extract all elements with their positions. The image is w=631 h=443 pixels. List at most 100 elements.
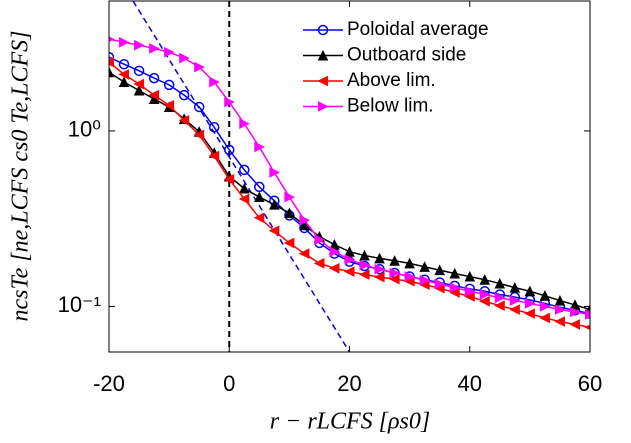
marker	[434, 278, 446, 290]
marker	[343, 266, 355, 277]
fit-line	[132, 1, 351, 352]
marker	[479, 289, 491, 300]
marker	[178, 114, 190, 126]
marker	[328, 262, 340, 274]
marker	[449, 282, 461, 293]
marker	[109, 56, 114, 68]
marker	[554, 294, 566, 306]
x-axis-label: r − rLCFS [ρs0]	[270, 409, 430, 435]
legend-marker	[317, 24, 329, 36]
marker	[134, 39, 145, 51]
marker	[109, 66, 115, 78]
legend-marker	[318, 101, 329, 112]
marker	[524, 308, 535, 319]
marker	[494, 300, 505, 311]
marker	[208, 121, 220, 133]
legend-marker	[317, 75, 328, 87]
y-tick-label: 10⁰	[68, 117, 101, 142]
marker	[299, 214, 311, 226]
marker	[313, 258, 325, 269]
marker	[209, 76, 220, 88]
marker	[344, 246, 355, 257]
marker	[359, 249, 370, 261]
x-tick-label: 40	[458, 371, 482, 396]
marker	[133, 78, 145, 90]
marker	[238, 182, 250, 194]
marker	[283, 237, 295, 249]
marker	[163, 79, 175, 91]
marker	[239, 164, 250, 176]
x-tick-label: 20	[337, 371, 361, 396]
marker	[148, 72, 160, 84]
x-tick-label: 0	[223, 371, 235, 396]
marker	[284, 207, 295, 219]
marker	[524, 298, 536, 309]
marker	[479, 274, 491, 285]
marker	[569, 319, 580, 330]
marker	[509, 304, 520, 315]
marker	[494, 292, 506, 304]
marker	[284, 191, 295, 203]
marker	[254, 191, 265, 203]
marker	[254, 141, 265, 153]
marker	[464, 291, 475, 302]
marker	[253, 212, 265, 224]
marker	[584, 324, 590, 331]
marker	[109, 36, 115, 43]
marker	[569, 306, 581, 318]
marker	[479, 295, 490, 307]
marker	[359, 259, 371, 271]
y-axis-label: ncsTe [ne,LCFS cs0 Te,LCFS]	[8, 31, 34, 322]
marker	[314, 234, 326, 246]
marker	[269, 167, 280, 178]
axes-frame	[108, 0, 591, 353]
legend-label: Poloidal average	[347, 19, 489, 40]
marker	[149, 43, 160, 54]
marker	[539, 290, 551, 301]
marker	[193, 129, 205, 141]
marker	[118, 69, 130, 80]
marker	[223, 174, 235, 185]
y-tick-label: 10⁻¹	[58, 292, 101, 317]
x-tick-label: 60	[578, 371, 602, 396]
marker	[509, 295, 521, 306]
marker	[389, 267, 401, 279]
marker	[539, 301, 551, 312]
marker	[268, 225, 280, 237]
marker	[239, 118, 250, 129]
marker	[299, 219, 310, 231]
marker	[404, 271, 416, 282]
marker	[389, 255, 400, 266]
marker	[344, 254, 356, 265]
marker	[133, 84, 145, 96]
legend-label: Above lim.	[347, 70, 436, 91]
marker	[194, 61, 205, 73]
marker	[178, 89, 190, 101]
marker	[358, 269, 370, 280]
marker	[419, 261, 430, 272]
marker	[224, 96, 235, 108]
marker	[269, 199, 280, 210]
legend-label: Below lim.	[347, 96, 434, 117]
marker	[494, 277, 506, 289]
marker	[119, 36, 130, 48]
marker	[388, 273, 400, 285]
marker	[133, 65, 145, 77]
marker	[539, 312, 550, 324]
marker	[118, 76, 130, 88]
legend-marker	[317, 49, 329, 61]
marker	[238, 193, 250, 205]
plot-area	[109, 1, 590, 352]
marker	[193, 101, 205, 113]
marker	[449, 267, 461, 279]
marker	[254, 181, 265, 193]
marker	[434, 264, 445, 276]
marker	[585, 309, 590, 320]
marker	[148, 89, 160, 101]
marker	[464, 270, 476, 282]
x-tick-label: -20	[93, 371, 125, 396]
marker	[163, 99, 175, 111]
marker	[509, 282, 521, 293]
marker	[419, 274, 431, 286]
